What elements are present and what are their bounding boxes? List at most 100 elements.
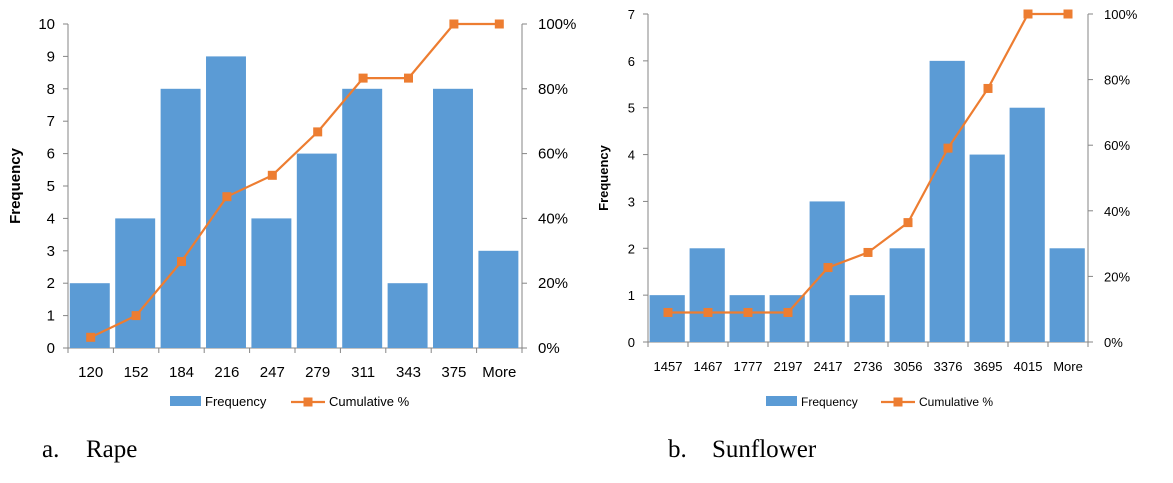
bar — [433, 88, 473, 349]
y2-tick-label: 20% — [1104, 269, 1130, 284]
y-tick-label: 0 — [47, 340, 55, 357]
cumulative-point — [222, 192, 232, 202]
x-tick-label: 3695 — [974, 359, 1003, 374]
cumulative-point — [823, 263, 833, 273]
x-tick-label: 247 — [260, 364, 285, 381]
x-tick-label: 2417 — [814, 359, 843, 374]
x-tick-label: 1777 — [734, 359, 763, 374]
y-tick-label: 4 — [628, 148, 635, 163]
y2-tick-label: 80% — [538, 81, 568, 98]
bar — [296, 153, 337, 348]
bar — [929, 60, 965, 342]
y-tick-label: 5 — [628, 101, 635, 116]
x-tick-label: 311 — [351, 364, 375, 381]
y-axis-title: Frequency — [596, 144, 611, 211]
x-tick-label: 2197 — [774, 359, 803, 374]
y-tick-label: 6 — [628, 54, 635, 69]
x-tick-label: 3376 — [934, 359, 963, 374]
cumulative-point — [863, 247, 873, 257]
y2-tick-label: 40% — [538, 210, 568, 227]
y2-tick-label: 60% — [538, 146, 568, 163]
legend-frequency-label: Frequency — [801, 395, 858, 409]
y2-tick-label: 80% — [1104, 73, 1130, 88]
cumulative-point — [131, 311, 141, 321]
y2-tick-label: 60% — [1104, 138, 1130, 153]
caption-b-letter: b. — [668, 436, 687, 463]
cumulative-line — [668, 12, 1068, 314]
y2-tick-label: 100% — [538, 16, 576, 33]
cumulative-point — [663, 307, 673, 317]
bar — [206, 56, 246, 349]
y-tick-label: 8 — [47, 81, 55, 98]
cumulative-point — [903, 218, 913, 228]
caption-b: b. Sunflower — [668, 436, 816, 464]
x-tick-label: 343 — [396, 364, 421, 381]
caption-a: a. Rape — [42, 436, 137, 464]
x-tick-label: 2736 — [854, 359, 883, 374]
x-tick-label: More — [482, 364, 516, 381]
bar — [1009, 107, 1045, 342]
caption-b-text: Sunflower — [712, 436, 817, 463]
bar — [649, 295, 685, 342]
bar — [889, 248, 925, 342]
legend-bar-swatch — [170, 396, 201, 406]
x-tick-label: 279 — [305, 364, 330, 381]
bar — [729, 295, 765, 342]
bar — [160, 88, 201, 349]
y2-tick-label: 0% — [538, 340, 560, 357]
y-tick-label: 3 — [628, 194, 635, 209]
caption-a-text: Rape — [86, 436, 138, 463]
bar — [689, 248, 725, 342]
legend-bar-swatch — [766, 396, 797, 406]
cumulative-point — [404, 73, 413, 83]
caption-a-letter: a. — [42, 436, 60, 463]
x-tick-label: 184 — [169, 364, 194, 381]
y-tick-label: 5 — [47, 178, 55, 195]
y-tick-label: 2 — [47, 275, 55, 292]
cumulative-point — [313, 127, 323, 137]
x-tick-label: 120 — [78, 364, 103, 381]
bar — [849, 295, 885, 342]
legend-frequency-label: Frequency — [205, 394, 267, 409]
y-tick-label: 2 — [628, 241, 635, 256]
y2-tick-label: 20% — [538, 275, 568, 292]
y-tick-label: 9 — [47, 48, 55, 65]
x-tick-label: 1457 — [654, 359, 683, 374]
cumulative-point — [1023, 9, 1033, 19]
cumulative-point — [783, 307, 793, 317]
cumulative-point — [358, 73, 368, 83]
cumulative-point — [983, 83, 993, 93]
legend-line-marker — [893, 397, 903, 407]
y2-tick-label: 100% — [1104, 7, 1138, 22]
y-tick-label: 1 — [47, 308, 55, 325]
cumulative-point — [494, 19, 504, 29]
cumulative-point — [267, 170, 277, 180]
cumulative-point — [703, 307, 713, 317]
y2-tick-label: 40% — [1104, 204, 1130, 219]
bar — [342, 88, 383, 349]
y-tick-label: 1 — [628, 288, 635, 303]
legend-line-marker — [303, 397, 313, 407]
bar — [478, 250, 519, 348]
cumulative-point — [86, 332, 96, 342]
cumulative-point — [177, 256, 186, 266]
cumulative-point — [943, 143, 953, 153]
x-tick-label: 1467 — [694, 359, 723, 374]
x-tick-label: More — [1053, 359, 1083, 374]
x-tick-label: 375 — [441, 364, 466, 381]
x-tick-label: 152 — [124, 364, 149, 381]
bar — [1049, 248, 1085, 342]
y-tick-label: 6 — [47, 146, 55, 163]
y-tick-label: 0 — [628, 335, 635, 350]
y-axis-title: Frequency — [7, 147, 24, 224]
bar — [251, 218, 292, 348]
bar — [115, 218, 156, 348]
cumulative-point — [449, 19, 459, 29]
y2-tick-label: 0% — [1104, 335, 1123, 350]
bar — [387, 283, 428, 348]
y-tick-label: 10 — [38, 16, 55, 33]
cumulative-point — [743, 307, 753, 317]
cumulative-line — [90, 22, 500, 339]
